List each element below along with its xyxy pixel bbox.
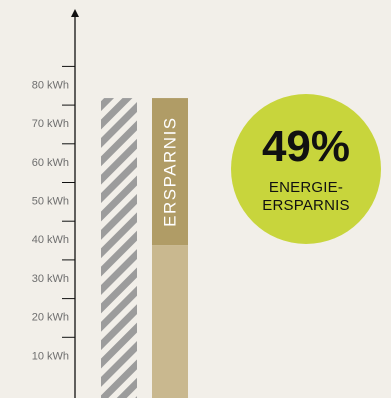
y-tick-label-2: 20 kWh <box>32 312 69 324</box>
savings-badge: 49% ENERGIE- ERSPARNIS <box>231 94 381 244</box>
savings-caption-line-2: ERSPARNIS <box>262 197 350 214</box>
y-tick-label-8: 80 kWh <box>32 79 69 91</box>
bar-efficient-savings <box>152 98 188 246</box>
savings-percent: 49% <box>261 122 351 171</box>
savings-caption-line-1: ENERGIE- <box>268 179 344 196</box>
y-tick-label-5: 50 kWh <box>32 196 69 208</box>
y-tick-label-4: 40 kWh <box>32 234 69 246</box>
y-tick-label-7: 70 kWh <box>32 118 69 130</box>
savings-caption: ENERGIE- ERSPARNIS <box>262 179 349 215</box>
y-axis-arrow-icon <box>71 9 79 17</box>
y-tick-label-1: 10 kWh <box>32 350 69 362</box>
savings-segment-label: ERSPARNIS <box>161 116 180 227</box>
y-tick-label-6: 60 kWh <box>32 157 69 169</box>
y-tick-label-3: 30 kWh <box>32 273 69 285</box>
bar-conventional <box>101 98 137 398</box>
bar-efficient-base <box>152 245 188 398</box>
